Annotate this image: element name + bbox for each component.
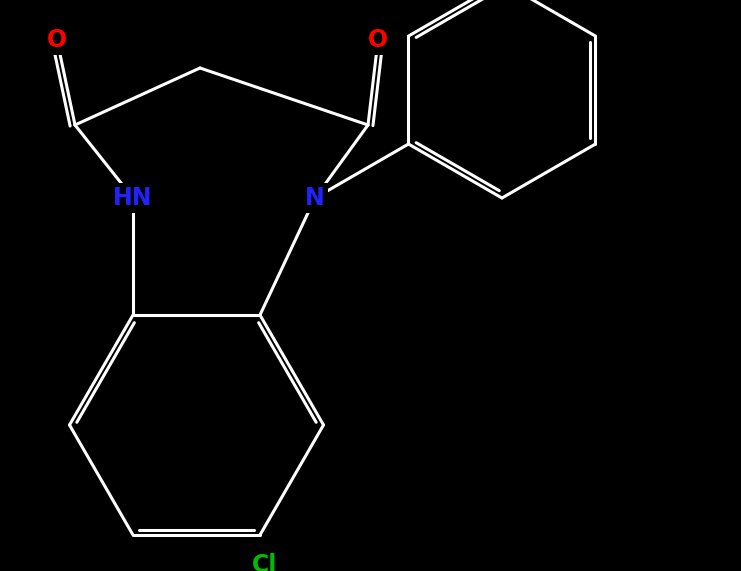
Text: O: O (47, 28, 67, 52)
Text: HN: HN (113, 186, 153, 210)
Text: N: N (305, 186, 325, 210)
Text: O: O (368, 28, 388, 52)
Text: Cl: Cl (253, 553, 278, 571)
